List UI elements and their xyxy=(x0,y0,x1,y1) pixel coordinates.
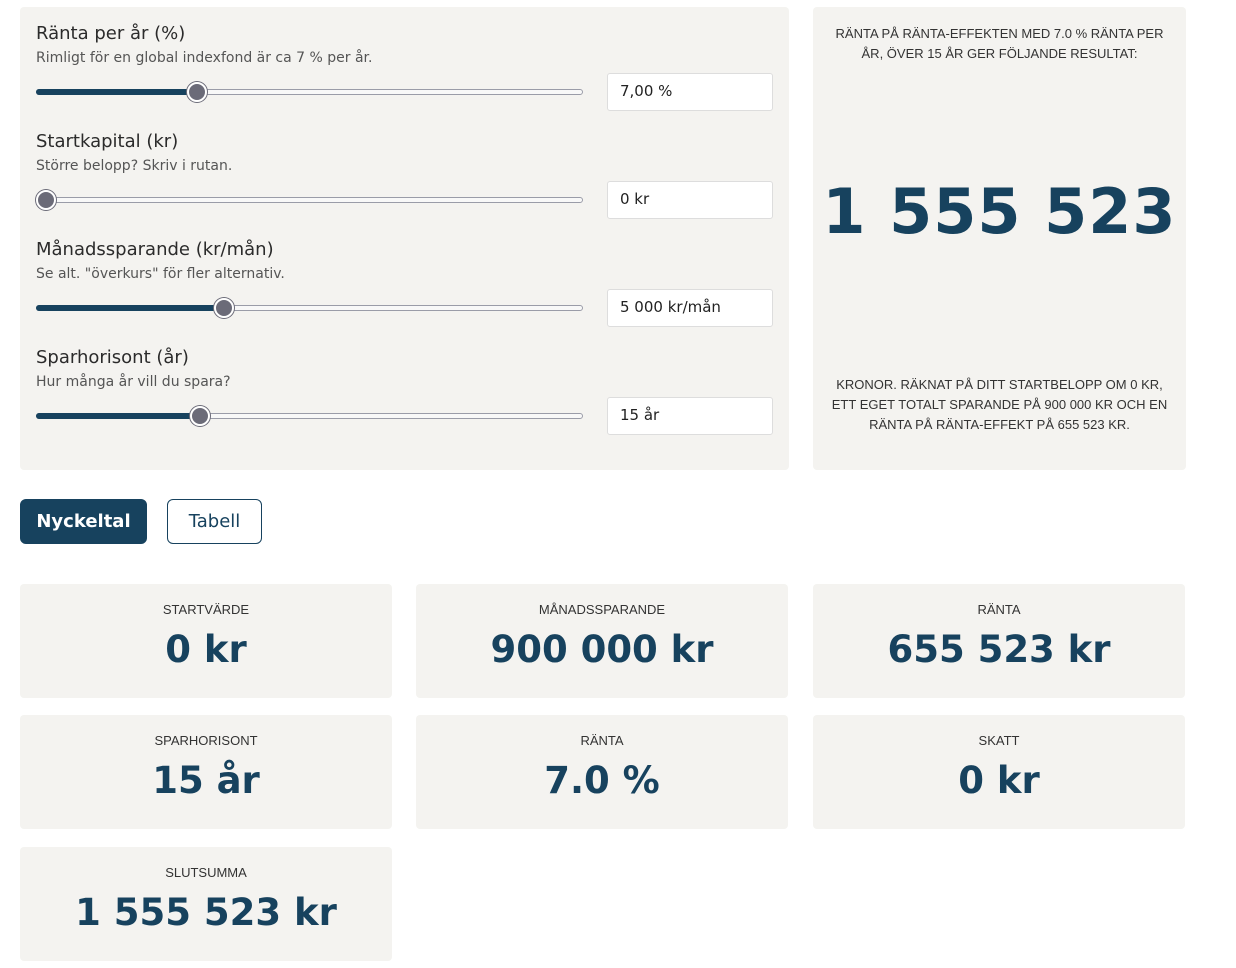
stat-label: Ränta xyxy=(977,602,1021,617)
stat-card-start-value: Startvärde 0 kr xyxy=(20,584,392,698)
monthly-savings-slider[interactable] xyxy=(36,298,583,318)
stat-value: 15 år xyxy=(152,759,260,802)
slider-thumb[interactable] xyxy=(187,82,207,102)
savings-horizon-input[interactable]: 15 år xyxy=(607,397,773,435)
start-capital-input[interactable]: 0 kr xyxy=(607,181,773,219)
monthly-savings-hint: Se alt. "överkurs" för fler alternativ. xyxy=(36,266,285,282)
interest-rate-group: Ränta per år (%) Rimligt för en global i… xyxy=(20,7,789,115)
stat-card-interest-amount: Ränta 655 523 kr xyxy=(813,584,1185,698)
savings-horizon-slider[interactable] xyxy=(36,406,583,426)
monthly-savings-label: Månadssparande (kr/mån) xyxy=(36,239,274,260)
savings-horizon-hint: Hur många år vill du spara? xyxy=(36,374,231,390)
slider-fill xyxy=(36,413,200,419)
interest-rate-input[interactable]: 7,00 % xyxy=(607,73,773,111)
monthly-savings-group: Månadssparande (kr/mån) Se alt. "överkur… xyxy=(20,223,789,331)
monthly-savings-input[interactable]: 5 000 kr/mån xyxy=(607,289,773,327)
stat-value: 7.0 % xyxy=(544,759,660,802)
stat-value: 0 kr xyxy=(958,759,1040,802)
interest-rate-label: Ränta per år (%) xyxy=(36,23,186,44)
slider-track[interactable] xyxy=(36,197,583,203)
stat-card-tax: Skatt 0 kr xyxy=(813,715,1185,829)
stat-label: Slutsumma xyxy=(165,865,247,880)
stat-label: Startvärde xyxy=(162,602,250,617)
stat-label: Ränta xyxy=(580,733,624,748)
stat-value: 900 000 kr xyxy=(490,628,714,671)
slider-thumb[interactable] xyxy=(36,190,56,210)
stat-card-monthly-savings: Månadssparande 900 000 kr xyxy=(416,584,788,698)
slider-thumb[interactable] xyxy=(214,298,234,318)
stat-label: Sparhorisont xyxy=(154,733,258,748)
stat-value: 0 kr xyxy=(165,628,247,671)
stat-card-final-sum: Slutsumma 1 555 523 kr xyxy=(20,847,392,961)
result-summary: kronor. Räknat på ditt startbelopp om 0 … xyxy=(831,377,1168,432)
tab-nyckeltal[interactable]: Nyckeltal xyxy=(20,499,147,544)
slider-fill xyxy=(36,305,224,311)
tab-tabell[interactable]: Tabell xyxy=(167,499,262,544)
stat-value: 655 523 kr xyxy=(887,628,1111,671)
stat-label: Skatt xyxy=(978,733,1020,748)
stat-label: Månadssparande xyxy=(538,602,666,617)
result-heading: Ränta på ränta-effekten med 7.0 % ränta … xyxy=(835,26,1164,61)
savings-horizon-group: Sparhorisont (år) Hur många år vill du s… xyxy=(20,331,789,439)
start-capital-group: Startkapital (kr) Större belopp? Skriv i… xyxy=(20,115,789,223)
slider-thumb[interactable] xyxy=(190,406,210,426)
interest-rate-hint: Rimligt för en global indexfond är ca 7 … xyxy=(36,50,373,66)
interest-rate-slider[interactable] xyxy=(36,82,583,102)
result-amount: 1 555 523 xyxy=(822,175,1177,248)
savings-horizon-label: Sparhorisont (år) xyxy=(36,347,189,368)
stat-value: 1 555 523 kr xyxy=(75,891,337,934)
calculator-inputs-panel: Ränta per år (%) Rimligt för en global i… xyxy=(20,7,789,470)
stat-card-interest-rate: Ränta 7.0 % xyxy=(416,715,788,829)
start-capital-slider[interactable] xyxy=(36,190,583,210)
result-panel: Ränta på ränta-effekten med 7.0 % ränta … xyxy=(813,7,1186,470)
start-capital-hint: Större belopp? Skriv i rutan. xyxy=(36,158,233,174)
slider-fill xyxy=(36,89,197,95)
stat-card-horizon: Sparhorisont 15 år xyxy=(20,715,392,829)
start-capital-label: Startkapital (kr) xyxy=(36,131,179,152)
